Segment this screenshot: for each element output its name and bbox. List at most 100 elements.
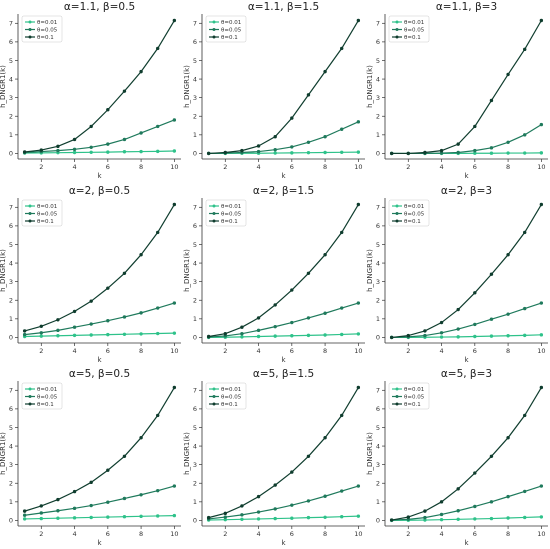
legend-marker [28, 387, 32, 391]
y-tick-label: 0 [193, 334, 197, 342]
legend-label: θ=0.05 [404, 395, 425, 401]
data-point [423, 333, 427, 338]
data-point [172, 18, 177, 23]
legend-label: θ=0.05 [221, 212, 242, 218]
x-tick-label: 10 [537, 530, 545, 538]
data-point [473, 504, 477, 509]
data-point [89, 124, 93, 129]
data-point [439, 500, 444, 504]
x-tick-label: 6 [106, 347, 110, 355]
data-point [56, 334, 60, 338]
data-point [273, 134, 277, 139]
data-point [323, 134, 327, 139]
y-axis-label: h_DNGR1(k) [366, 65, 374, 108]
data-point [473, 322, 477, 327]
y-tick-label: 2 [376, 480, 380, 488]
data-point [72, 506, 77, 511]
legend-marker [395, 35, 399, 39]
x-tick-label: 4 [256, 530, 260, 538]
x-axis-label: k [281, 539, 286, 547]
data-point [122, 150, 127, 154]
data-point [290, 288, 294, 292]
y-tick-label: 5 [193, 424, 197, 432]
data-point [323, 69, 327, 74]
data-point [323, 252, 327, 257]
y-tick-label: 0 [376, 517, 380, 525]
y-tick-label: 0 [193, 517, 197, 525]
y-axis-label: h_DNGR1(k) [366, 249, 374, 292]
data-point [489, 317, 494, 321]
subplot-5: α=2, β=1.5 0 1 2 3 4 5 6 7 2 4 6 8 10 k h_DNGR1(k) θ=0.0… [183, 185, 365, 364]
data-point [156, 331, 160, 336]
data-point [356, 120, 361, 124]
y-tick-label: 1 [193, 315, 197, 323]
data-point [39, 334, 43, 338]
data-point [22, 509, 27, 513]
y-tick-label: 2 [9, 480, 13, 488]
x-tick-label: 8 [323, 163, 327, 171]
x-tick-label: 6 [290, 530, 294, 538]
data-point [323, 494, 327, 498]
data-point [439, 148, 444, 153]
legend-label: θ=0.1 [404, 35, 421, 41]
data-point [539, 484, 544, 488]
data-point [523, 413, 527, 418]
x-tick-label: 4 [439, 347, 443, 355]
data-point [256, 144, 261, 148]
y-tick-label: 0 [376, 334, 380, 342]
y-tick-label: 3 [376, 461, 380, 469]
x-tick-label: 6 [106, 163, 110, 171]
data-point [273, 483, 277, 487]
series-line-2 [391, 485, 542, 521]
data-point [523, 333, 527, 338]
data-point [523, 230, 527, 235]
data-point [122, 454, 127, 458]
data-point [39, 511, 43, 515]
data-point [340, 150, 344, 155]
data-point [290, 503, 294, 507]
data-point [156, 124, 160, 129]
data-point [39, 331, 43, 335]
data-point [122, 137, 127, 142]
legend-label: θ=0.01 [404, 204, 424, 210]
data-point [506, 140, 510, 144]
data-point [56, 497, 60, 502]
legend-marker [212, 212, 216, 215]
legend-marker [395, 219, 399, 223]
y-tick-label: 1 [376, 498, 380, 506]
data-point [340, 46, 344, 51]
data-point [439, 331, 444, 335]
data-point [290, 320, 294, 325]
data-point [290, 116, 294, 120]
data-point [156, 306, 160, 310]
legend-label: θ=0.1 [37, 35, 54, 41]
data-point [256, 510, 261, 514]
y-axis-label: h_DNGR1(k) [0, 249, 7, 292]
data-point [56, 516, 60, 520]
y-tick-label: 6 [193, 405, 197, 413]
data-point [306, 150, 311, 155]
x-tick-label: 8 [506, 163, 510, 171]
data-point [473, 517, 477, 521]
legend: θ=0.01 θ=0.05θ=0.1 [21, 15, 63, 43]
data-point [223, 517, 227, 522]
legend-label: θ=0.1 [404, 219, 421, 225]
data-point [106, 286, 110, 290]
series-line-2 [208, 121, 359, 155]
y-tick-label: 4 [193, 259, 197, 267]
x-axis-label: k [97, 539, 102, 547]
data-point [172, 385, 177, 390]
legend-label: θ=0.01 [404, 387, 424, 393]
data-point [389, 335, 394, 340]
y-tick-label: 4 [376, 259, 380, 267]
x-tick-label: 8 [139, 347, 143, 355]
data-point [89, 322, 93, 326]
legend: θ=0.01 θ=0.05θ=0.1 [205, 382, 247, 410]
y-tick-label: 7 [193, 204, 197, 212]
data-point [423, 329, 427, 333]
data-point [506, 516, 510, 520]
data-point [223, 511, 227, 516]
x-tick-label: 8 [323, 347, 327, 355]
data-point [523, 47, 527, 52]
y-tick-label: 2 [376, 113, 380, 121]
